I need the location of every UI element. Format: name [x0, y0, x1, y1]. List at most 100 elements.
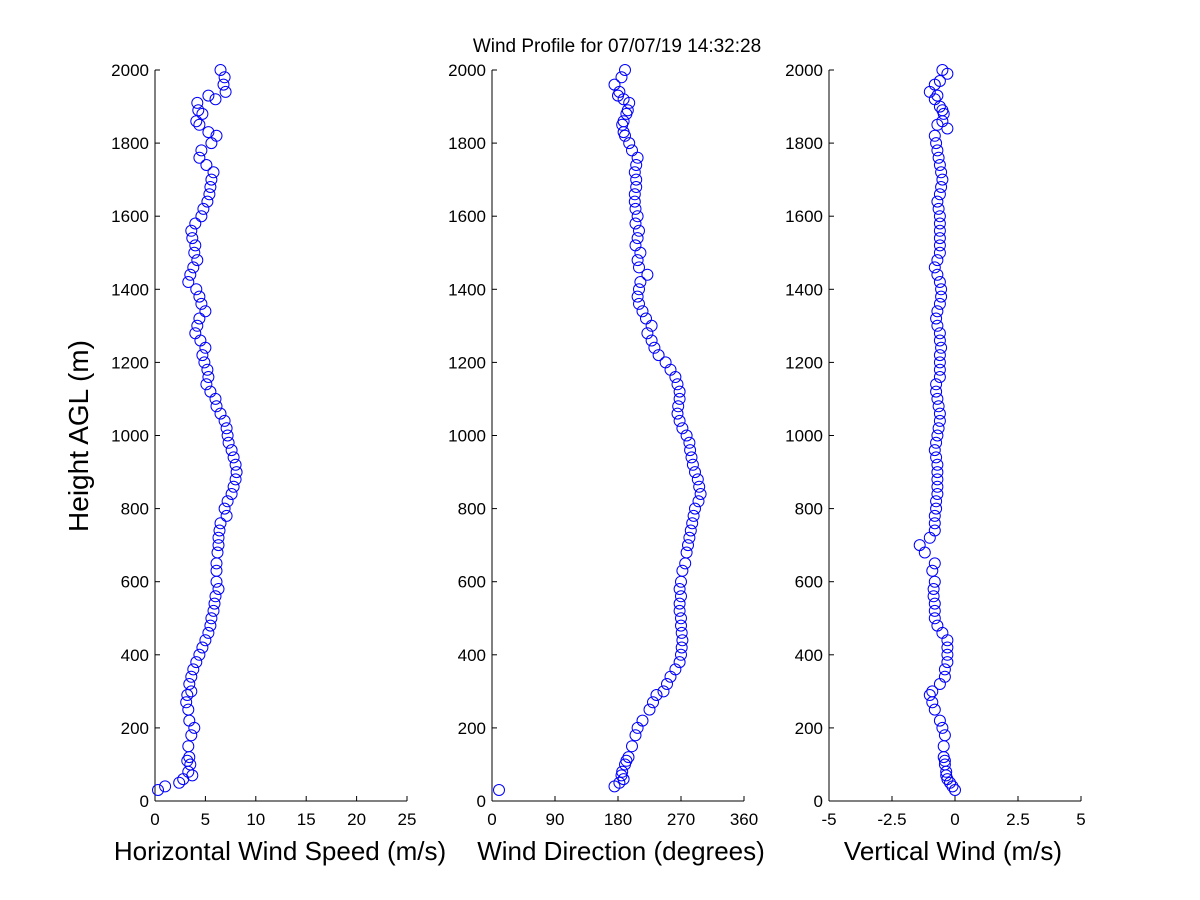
speed-data-point	[185, 729, 198, 742]
vertical-data-point	[935, 283, 948, 296]
speed-data-point	[214, 517, 227, 530]
vertical-y-tick-label: 0	[814, 792, 823, 811]
vertical-data-point	[931, 392, 944, 405]
speed-data-point	[159, 780, 172, 793]
vertical-data-point	[946, 780, 959, 793]
direction-data-point	[634, 246, 647, 259]
direction-data-point	[633, 261, 645, 274]
vertical-data-point	[932, 151, 945, 164]
direction-y-tick-label: 0	[477, 792, 486, 811]
speed-data-point	[227, 451, 240, 464]
direction-data-point	[694, 488, 707, 500]
speed-x-tick-label: 5	[201, 810, 210, 829]
vertical-data-point	[933, 232, 946, 245]
speed-x-tick-label: 15	[297, 810, 316, 829]
direction-y-tick-label: 2000	[448, 61, 486, 80]
vertical-data-point	[928, 93, 941, 106]
vertical-data-point	[928, 604, 941, 617]
direction-data-point	[641, 327, 654, 340]
vertical-data-point	[930, 495, 943, 508]
speed-data-point	[196, 349, 209, 362]
vertical-data-point	[928, 261, 941, 274]
vertical-data-point	[926, 696, 939, 709]
vertical-data-point	[931, 458, 944, 471]
direction-data-point	[630, 181, 643, 193]
speed-data-point	[189, 239, 202, 252]
vertical-y-tick-label: 1000	[785, 427, 823, 446]
direction-data-point	[626, 144, 638, 157]
speed-data-point	[210, 557, 223, 570]
vertical-y-tick-label: 1600	[785, 207, 823, 226]
direction-data-point	[645, 334, 658, 347]
direction-data-point	[615, 71, 628, 84]
direction-data-point	[628, 188, 641, 201]
vertical-data-point	[933, 217, 946, 230]
speed-data-point	[199, 341, 212, 354]
speed-data-point	[204, 619, 217, 632]
direction-data-point	[633, 224, 645, 237]
vertical-data-point	[936, 721, 949, 734]
speed-data-point	[193, 118, 206, 131]
speed-data-point	[199, 634, 212, 647]
direction-data-point	[608, 780, 621, 793]
vertical-data-point	[931, 254, 944, 267]
vertical-data-point	[931, 480, 944, 493]
speed-data-point	[209, 392, 222, 405]
vertical-data-point	[931, 195, 944, 208]
direction-data-point	[629, 217, 642, 230]
speed-data-point	[173, 776, 186, 789]
direction-data-point	[676, 634, 689, 647]
speed-data-point	[212, 531, 225, 544]
direction-data-point	[636, 305, 649, 318]
direction-data-point	[686, 458, 699, 471]
direction-data-point	[680, 429, 693, 442]
speed-data-point	[202, 126, 215, 139]
vertical-x-tick-label: -2.5	[877, 810, 906, 829]
vertical-data-point	[938, 729, 951, 742]
vertical-data-point	[933, 188, 946, 201]
speed-data-point	[197, 202, 210, 215]
direction-x-tick-label: 90	[546, 810, 565, 829]
vertical-y-tick-label: 200	[795, 719, 823, 738]
direction-data-point	[608, 78, 621, 91]
speed-y-tick-label: 1200	[111, 353, 149, 372]
direction-data-point	[652, 349, 665, 362]
direction-data-point	[682, 539, 694, 552]
direction-data-point	[630, 173, 643, 186]
direction-data-point	[657, 685, 670, 698]
vertical-data-point	[930, 502, 943, 515]
speed-data-point	[199, 305, 212, 318]
direction-data-point	[616, 765, 629, 778]
speed-data-point	[195, 144, 208, 157]
vertical-data-point	[928, 444, 941, 457]
speed-data-point	[185, 685, 198, 698]
speed-data-point	[201, 195, 214, 208]
speed-data-point	[190, 656, 203, 669]
vertical-data-point	[926, 564, 939, 577]
vertical-data-point	[932, 422, 945, 435]
direction-x-tick-label: 270	[667, 810, 695, 829]
direction-data-point	[617, 115, 630, 128]
vertical-y-tick-label: 800	[795, 500, 823, 519]
direction-data-point	[631, 254, 644, 267]
vertical-data-point	[933, 349, 946, 362]
vertical-data-point	[933, 75, 946, 87]
speed-data-point	[201, 363, 214, 376]
direction-data-point	[643, 703, 656, 716]
vertical-data-point	[928, 703, 941, 716]
direction-x-axis-label: Wind Direction (degrees)	[477, 836, 765, 866]
direction-data-point	[686, 517, 699, 530]
vertical-x-tick-label: 2.5	[1006, 810, 1030, 829]
direction-data-point	[689, 502, 701, 515]
direction-data-point	[661, 678, 673, 690]
vertical-data-point	[928, 557, 941, 570]
direction-x-tick-label: 0	[487, 810, 496, 829]
speed-data-point	[225, 488, 238, 500]
speed-data-point	[182, 740, 195, 753]
speed-data-point	[198, 356, 211, 369]
vertical-data-point	[941, 641, 954, 654]
speed-data-point	[207, 166, 220, 179]
speed-data-point	[211, 546, 224, 559]
speed-data-point	[225, 444, 238, 457]
speed-data-point	[187, 663, 200, 676]
